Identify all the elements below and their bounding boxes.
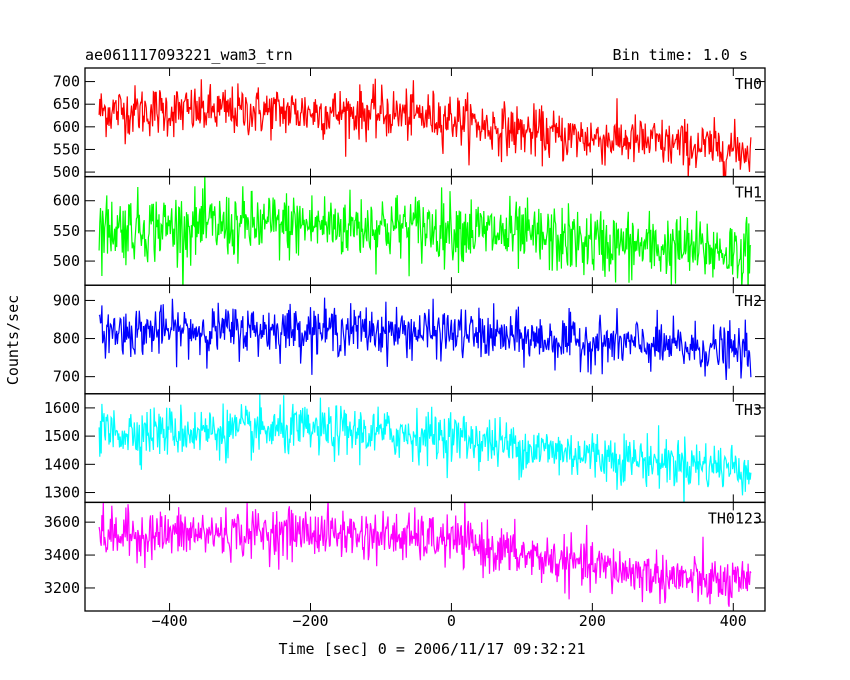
series-line-th3	[98, 394, 752, 503]
panel-label: TH3	[735, 401, 762, 419]
panel-frame	[84, 284, 766, 395]
panel-frame	[84, 501, 766, 612]
x-tick-label: 400	[720, 612, 747, 630]
series-line-th1	[98, 176, 752, 286]
y-tick-label: 550	[53, 140, 80, 158]
y-tick-label: 500	[53, 163, 80, 181]
series-line-th2	[98, 297, 752, 381]
y-tick-label: 650	[53, 95, 80, 113]
panel-th3: 1300 1400 1500 1600 TH3	[44, 393, 766, 504]
panel-th1: 500 550 600 TH1	[53, 175, 766, 286]
y-tick-label: 1500	[44, 427, 80, 445]
panel-label: TH0	[735, 75, 762, 93]
y-axis-label: Counts/sec	[4, 295, 22, 385]
x-tick-label: 200	[579, 612, 606, 630]
y-tick-label: 800	[53, 330, 80, 348]
x-axis: −400 −200 0 200 400	[151, 612, 746, 630]
panel-label: TH2	[735, 292, 762, 310]
x-tick-label: −200	[292, 612, 328, 630]
x-axis-label: Time [sec] 0 = 2006/11/17 09:32:21	[278, 640, 585, 658]
y-tick-label: 3400	[44, 546, 80, 564]
y-tick-label: 3600	[44, 513, 80, 531]
panel-th0123: 3200 3400 3600 TH0123	[44, 501, 766, 612]
panel-th2: 700 800 900 TH2	[53, 284, 766, 395]
y-tick-label: 700	[53, 73, 80, 91]
y-tick-label: 500	[53, 252, 80, 270]
y-tick-label: 1400	[44, 455, 80, 473]
x-tick-label: 0	[447, 612, 456, 630]
y-tick-label: 700	[53, 368, 80, 386]
series-line-th0123	[98, 502, 752, 607]
y-tick-label: 600	[53, 192, 80, 210]
series-line-th0	[98, 78, 752, 177]
panel-frame	[84, 393, 766, 504]
y-tick-label: 600	[53, 118, 80, 136]
y-tick-label: 550	[53, 222, 80, 240]
panel-th0: 500 550 600 650 700 TH0	[53, 67, 766, 181]
panel-label: TH0123	[708, 509, 762, 527]
chart-title: ae061117093221_wam3_trn	[85, 46, 293, 64]
chart-subtitle: Bin time: 1.0 s	[613, 46, 748, 64]
panels: 500 550 600 650 700 TH0 500 550 600 TH1 700 800 900 T…	[44, 67, 766, 612]
y-tick-label: 1300	[44, 484, 80, 502]
y-tick-label: 3200	[44, 579, 80, 597]
y-tick-label: 1600	[44, 399, 80, 417]
panel-label: TH1	[735, 184, 762, 202]
x-tick-label: −400	[151, 612, 187, 630]
y-tick-label: 900	[53, 291, 80, 309]
